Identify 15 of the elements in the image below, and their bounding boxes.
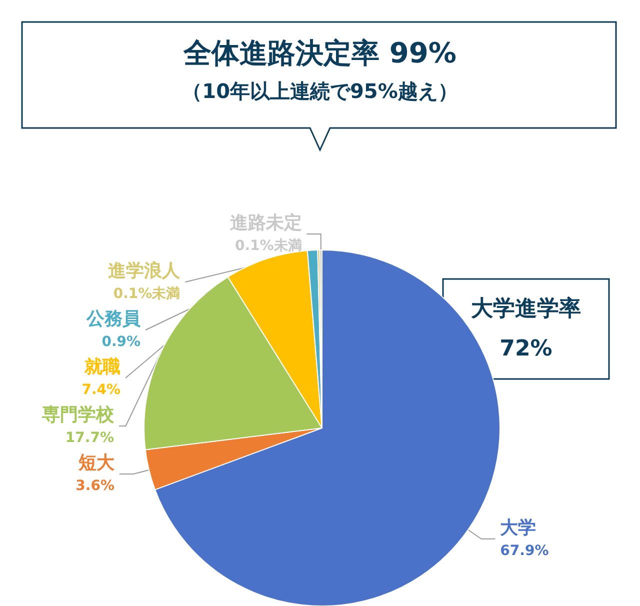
slice-label: 短大 [77, 452, 116, 474]
data-label: 17.7% [65, 430, 114, 446]
chart-title: 全体進路決定率 99% [182, 36, 456, 70]
slice-label: 就職 [84, 356, 121, 378]
data-label: 7.4% [82, 382, 121, 398]
data-label: 67.9% [500, 542, 549, 559]
slice-label: 公務員 [86, 308, 142, 330]
slice-label: 大学 [499, 517, 536, 538]
data-label: 3.6% [76, 478, 114, 494]
slice-label: 進学浪人 [108, 260, 182, 282]
data-label: 0.1%未満 [113, 286, 180, 302]
text: 大学進学率 72% [471, 296, 581, 362]
chart-subtitle: （10年以上連続で95%越え） [182, 79, 458, 103]
data-label: 0.9% [102, 334, 141, 350]
slice-label: 専門学校 [41, 404, 116, 426]
